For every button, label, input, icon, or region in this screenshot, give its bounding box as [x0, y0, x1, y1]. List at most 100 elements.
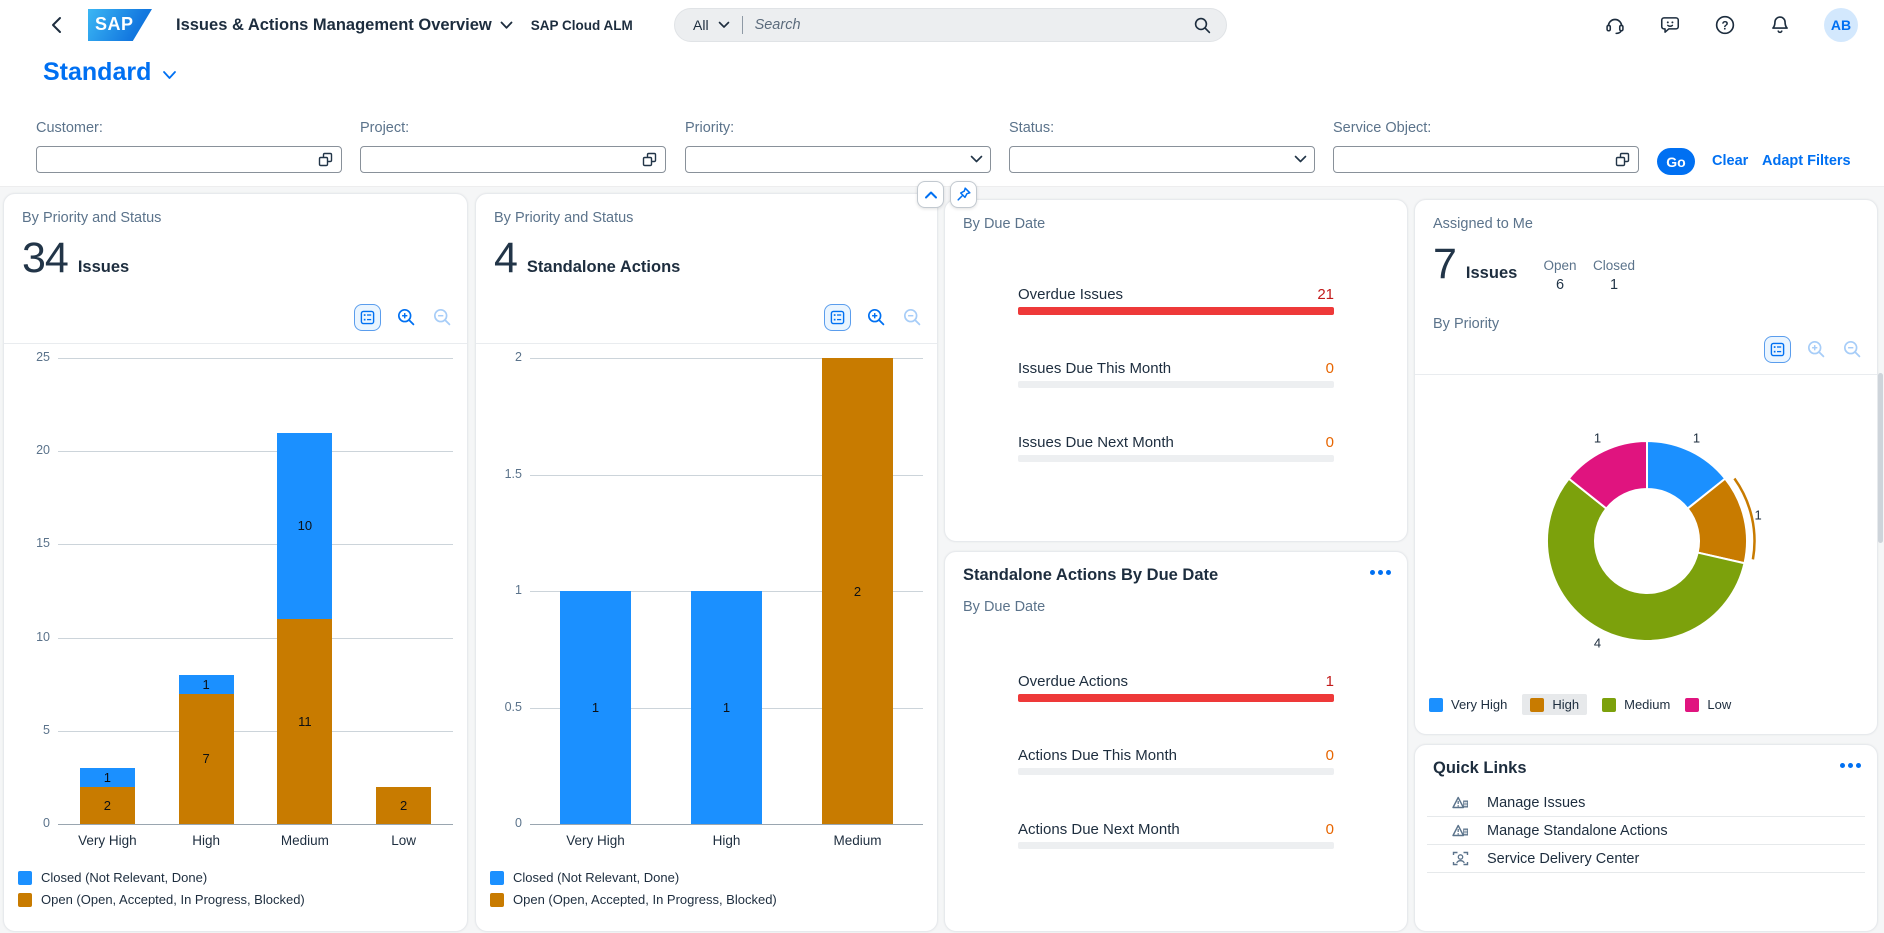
quick-link-service-delivery-center[interactable]: Service Delivery Center [1427, 845, 1865, 873]
product-name: SAP Cloud ALM [531, 18, 633, 33]
back-chevron-icon [50, 16, 63, 34]
go-button[interactable]: Go [1657, 148, 1695, 175]
support-headset-icon[interactable] [1604, 14, 1626, 36]
legend-item[interactable]: Open (Open, Accepted, In Progress, Block… [490, 892, 777, 907]
due-row-actions-this-month[interactable]: Actions Due This Month0 [1018, 747, 1334, 775]
issue-icon [1451, 821, 1470, 840]
pin-header-button[interactable] [950, 181, 977, 208]
value-help-icon[interactable] [641, 151, 658, 168]
zoom-in-icon[interactable] [396, 307, 417, 328]
due-row-overdue-actions[interactable]: Overdue Actions1 [1018, 673, 1334, 702]
search-input[interactable]: Search [755, 17, 1193, 33]
due-row-issues-this-month[interactable]: Issues Due This Month0 [1018, 360, 1334, 388]
customer-input[interactable] [36, 146, 342, 173]
legend-item-high[interactable]: High [1522, 694, 1587, 715]
actions-chart-legend: Closed (Not Relevant, Done) Open (Open, A… [490, 870, 777, 907]
bar-segment[interactable]: 1 [179, 675, 234, 694]
y-axis-tick: 25 [18, 350, 50, 364]
zoom-out-icon[interactable] [902, 307, 923, 328]
quick-link-manage-issues[interactable]: Manage Issues [1427, 789, 1865, 817]
bar-segment[interactable]: 1 [80, 768, 135, 787]
bar-segment[interactable]: 7 [179, 694, 234, 825]
page-scrollbar[interactable] [1878, 373, 1883, 931]
help-icon[interactable]: ? [1714, 14, 1736, 36]
notifications-bell-icon[interactable] [1769, 14, 1791, 36]
zoom-in-icon[interactable] [866, 307, 887, 328]
zoom-out-icon[interactable] [432, 307, 453, 328]
adapt-filters-button[interactable]: Adapt Filters [1762, 153, 1851, 169]
open-kpi: Open 6 [1533, 258, 1587, 293]
x-axis-label: Very High [530, 833, 661, 848]
progress-bar [1018, 694, 1334, 702]
feedback-icon[interactable] [1659, 14, 1681, 36]
bar-column[interactable]: 17 [157, 344, 256, 824]
due-row-actions-next-month[interactable]: Actions Due Next Month0 [1018, 821, 1334, 849]
value-help-icon[interactable] [317, 151, 334, 168]
user-avatar[interactable]: AB [1824, 8, 1858, 42]
variant-selector[interactable]: Standard [43, 58, 177, 87]
progress-bar [1018, 381, 1334, 388]
zoom-in-icon[interactable] [1806, 339, 1827, 360]
collapse-header-button[interactable] [917, 181, 944, 208]
y-axis-tick: 15 [18, 536, 50, 550]
due-row-issues-next-month[interactable]: Issues Due Next Month0 [1018, 434, 1334, 462]
bar-segment[interactable]: 10 [277, 433, 332, 619]
legend-item-very-high[interactable]: Very High [1429, 694, 1507, 715]
bar-segment[interactable]: 1 [560, 591, 631, 824]
legend-item-low[interactable]: Low [1685, 694, 1731, 715]
bar-segment[interactable]: 1 [691, 591, 762, 824]
gridline [530, 824, 923, 825]
actions-count: 4 [494, 234, 517, 283]
issues-bar-chart[interactable]: 0510152025121710112Very HighHighMediumLo… [18, 344, 453, 856]
filter-label: Status: [1009, 120, 1315, 136]
issue-icon [1451, 793, 1470, 812]
status-select[interactable] [1009, 146, 1315, 173]
search-scope-chevron-icon[interactable] [718, 21, 730, 29]
bar-column[interactable]: 1 [661, 344, 792, 824]
legend-item-medium[interactable]: Medium [1602, 694, 1670, 715]
value-help-icon[interactable] [1614, 151, 1631, 168]
bar-column[interactable]: 2 [792, 344, 923, 824]
bar-segment[interactable]: 11 [277, 619, 332, 824]
assigned-donut-chart[interactable]: 1141 [1415, 376, 1879, 692]
filter-field-service-object: Service Object: [1333, 120, 1639, 173]
project-input[interactable] [360, 146, 666, 173]
gridline [58, 824, 453, 825]
legend-toggle-button[interactable] [1764, 336, 1791, 363]
card-subtitle: By Priority and Status [494, 210, 633, 226]
variant-title: Standard [43, 58, 151, 87]
legend-item[interactable]: Closed (Not Relevant, Done) [18, 870, 305, 885]
zoom-out-icon[interactable] [1842, 339, 1863, 360]
bar-column[interactable]: 1011 [256, 344, 355, 824]
legend-toggle-button[interactable] [824, 304, 851, 331]
priority-select[interactable] [685, 146, 991, 173]
app-title-dropdown[interactable] [500, 21, 513, 30]
assigned-to-me-card: Assigned to Me 7 Issues Open 6 Closed 1 … [1414, 199, 1878, 735]
back-button[interactable] [44, 13, 68, 37]
shell-search[interactable]: All Search [674, 8, 1227, 42]
slice-value-label: 1 [1693, 430, 1700, 445]
bar-column[interactable]: 12 [58, 344, 157, 824]
bar-column[interactable]: 1 [530, 344, 661, 824]
legend-toggle-button[interactable] [354, 304, 381, 331]
search-icon[interactable] [1193, 16, 1212, 35]
x-axis-label: Very High [58, 833, 157, 848]
overflow-menu-icon[interactable] [1370, 570, 1391, 575]
card-subtitle: By Due Date [963, 216, 1045, 232]
bar-segment[interactable]: 2 [80, 787, 135, 824]
overflow-menu-icon[interactable] [1840, 763, 1861, 768]
legend-item[interactable]: Closed (Not Relevant, Done) [490, 870, 777, 885]
service-object-input[interactable] [1333, 146, 1639, 173]
legend-item[interactable]: Open (Open, Accepted, In Progress, Block… [18, 892, 305, 907]
due-row-overdue-issues[interactable]: Overdue Issues21 [1018, 286, 1334, 315]
search-scope-select[interactable]: All [693, 17, 709, 33]
bar-segment[interactable]: 2 [376, 787, 431, 824]
sap-logo[interactable]: SAP [88, 9, 152, 41]
pin-icon [955, 186, 972, 203]
bar-column[interactable]: 2 [354, 344, 453, 824]
actions-bar-chart[interactable]: 00.511.52112Very HighHighMedium [490, 344, 923, 856]
y-axis-tick: 0 [490, 816, 522, 830]
bar-segment[interactable]: 2 [822, 358, 893, 824]
clear-button[interactable]: Clear [1712, 153, 1748, 169]
quick-link-manage-standalone-actions[interactable]: Manage Standalone Actions [1427, 817, 1865, 845]
